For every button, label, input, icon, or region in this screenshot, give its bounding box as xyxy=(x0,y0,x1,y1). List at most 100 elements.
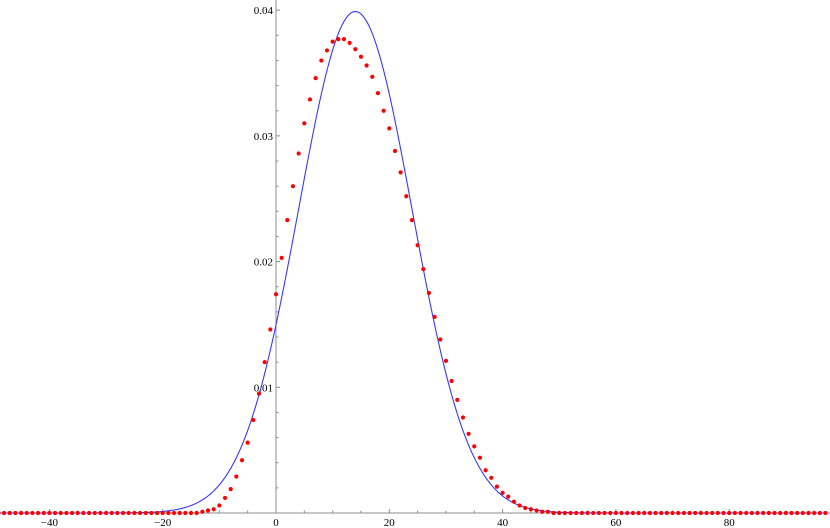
data-point xyxy=(262,360,267,365)
data-point xyxy=(528,507,534,512)
data-point xyxy=(92,510,97,516)
data-point xyxy=(761,510,766,516)
data-point xyxy=(239,458,245,463)
data-point xyxy=(704,510,709,516)
data-point xyxy=(398,170,403,175)
x-tick-label: 40 xyxy=(497,517,509,528)
data-point xyxy=(58,510,63,516)
x-tick-label: 60 xyxy=(610,517,622,528)
data-point xyxy=(205,508,211,513)
data-point xyxy=(341,37,347,42)
data-point xyxy=(81,510,86,516)
data-point xyxy=(126,510,131,516)
data-point xyxy=(149,510,154,516)
data-point xyxy=(375,91,381,96)
data-point xyxy=(324,48,330,53)
x-tick-label: −40 xyxy=(41,517,59,528)
data-point xyxy=(211,507,216,512)
data-point xyxy=(460,415,466,420)
data-point xyxy=(285,218,290,223)
data-point xyxy=(511,499,517,504)
data-point xyxy=(69,510,75,516)
data-point xyxy=(171,510,177,516)
data-point xyxy=(574,510,579,516)
data-point xyxy=(800,510,805,516)
data-point xyxy=(698,510,703,516)
data-point xyxy=(302,121,307,126)
data-point xyxy=(687,510,692,516)
data-point xyxy=(534,508,539,513)
data-point xyxy=(404,194,409,199)
data-point xyxy=(602,510,607,516)
data-point xyxy=(795,510,800,516)
data-point xyxy=(273,292,279,297)
data-point xyxy=(749,510,754,516)
data-point xyxy=(653,510,658,516)
data-point xyxy=(1,510,7,516)
data-point xyxy=(319,58,324,63)
data-point xyxy=(132,510,137,516)
data-point xyxy=(313,75,318,81)
data-point xyxy=(251,417,256,423)
data-point xyxy=(268,327,273,332)
data-point xyxy=(52,510,58,516)
data-point xyxy=(477,455,483,460)
data-point xyxy=(432,314,437,320)
data-point xyxy=(755,510,760,516)
data-point xyxy=(676,510,681,516)
data-point xyxy=(738,510,743,516)
data-point xyxy=(30,510,35,516)
data-point xyxy=(307,97,313,102)
data-point xyxy=(143,510,148,516)
data-point xyxy=(625,510,630,516)
data-point xyxy=(449,378,454,384)
data-point xyxy=(681,510,686,516)
data-point xyxy=(647,510,652,516)
data-point xyxy=(596,510,602,516)
data-point xyxy=(166,510,171,516)
data-point xyxy=(296,151,301,156)
data-point xyxy=(732,510,737,516)
data-point xyxy=(817,510,822,516)
data-point xyxy=(812,510,817,516)
data-point xyxy=(98,510,103,516)
data-point xyxy=(228,487,233,492)
data-point xyxy=(7,510,12,516)
data-point xyxy=(766,510,771,516)
data-point xyxy=(64,510,69,516)
x-tick-label: 80 xyxy=(724,517,736,528)
data-point xyxy=(783,510,788,516)
data-point xyxy=(823,510,828,516)
data-point xyxy=(489,475,494,480)
data-point xyxy=(642,510,647,516)
data-point xyxy=(13,510,18,516)
data-point xyxy=(778,510,783,516)
data-point xyxy=(772,510,777,516)
data-point xyxy=(727,510,732,516)
data-point xyxy=(160,510,165,516)
data-point xyxy=(47,510,52,516)
data-point xyxy=(721,510,726,516)
data-point xyxy=(591,510,596,516)
y-tick-label: 0.04 xyxy=(254,5,274,17)
data-point xyxy=(137,510,143,516)
data-point xyxy=(103,510,109,516)
x-tick-label: −20 xyxy=(154,517,172,528)
data-point xyxy=(217,503,222,508)
data-point xyxy=(387,126,392,131)
data-point xyxy=(506,494,511,499)
data-point xyxy=(24,510,29,516)
data-point xyxy=(115,510,120,516)
data-point xyxy=(557,510,562,516)
data-point xyxy=(188,510,194,516)
x-tick-label: 20 xyxy=(384,517,396,528)
data-point xyxy=(664,510,669,516)
data-point xyxy=(364,63,369,68)
data-point xyxy=(540,509,545,514)
data-point xyxy=(517,503,522,508)
normal-density-curve xyxy=(0,10,826,514)
data-point xyxy=(358,54,364,59)
data-point xyxy=(35,510,41,516)
data-point xyxy=(562,510,568,516)
